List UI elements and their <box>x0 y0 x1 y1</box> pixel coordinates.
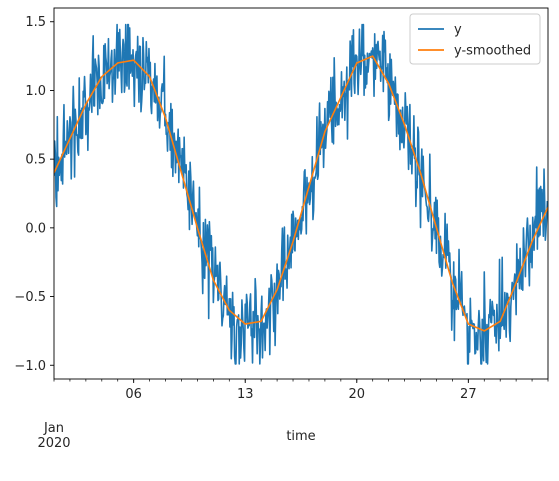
legend: y y-smoothed <box>409 13 541 65</box>
y-tick-label: −0.5 <box>14 290 46 305</box>
x-tick-label: 13 <box>237 387 254 402</box>
y-tick-label: 0.5 <box>25 153 46 168</box>
series-line-y-smoothed <box>54 55 548 332</box>
plot-frame <box>53 7 549 380</box>
series-layer <box>54 23 548 365</box>
legend-label-y: y <box>454 23 462 38</box>
x-month-label: Jan <box>43 421 64 436</box>
y-tick-label: −1.0 <box>14 359 46 374</box>
y-tick-label: 0.0 <box>25 221 46 236</box>
legend-label-y-smoothed: y-smoothed <box>454 44 531 59</box>
y-tick-label: 1.5 <box>25 15 46 30</box>
x-tick-label: 20 <box>349 387 366 402</box>
x-tick-label: 27 <box>460 387 477 402</box>
legend-box <box>409 13 541 65</box>
y-tick-label: 1.0 <box>25 84 46 99</box>
x-axis-title: time <box>286 429 315 444</box>
x-tick-label: 06 <box>125 387 142 402</box>
x-year-label: 2020 <box>37 436 70 451</box>
